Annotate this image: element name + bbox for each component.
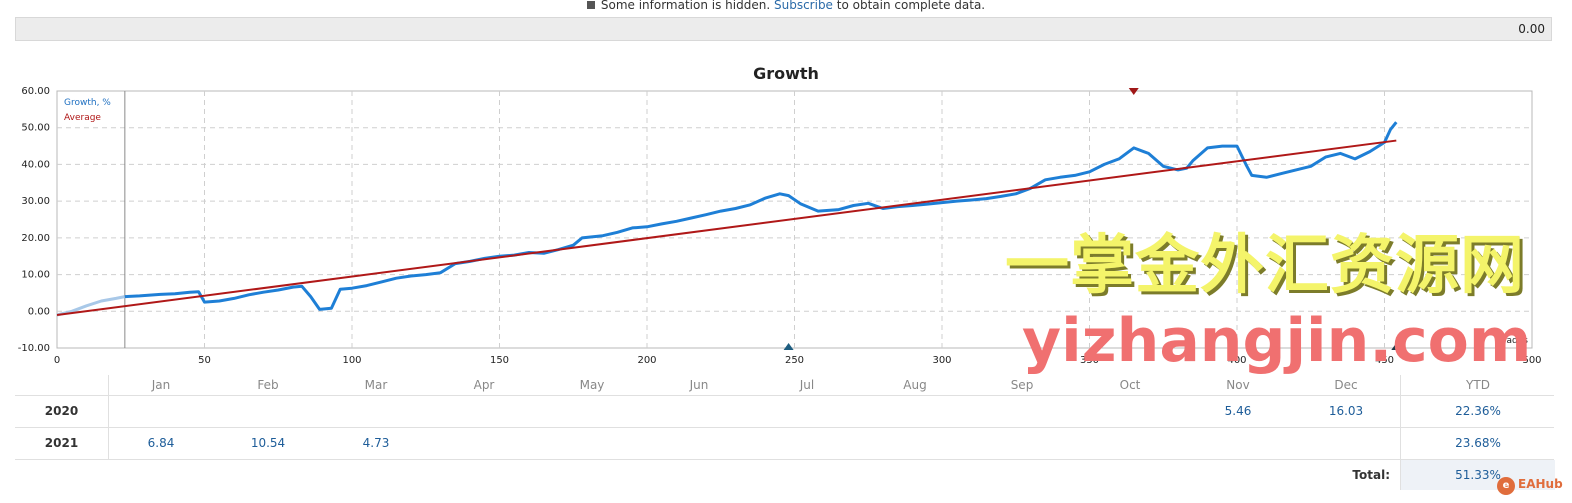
table-header-row: Jan Feb Mar Apr May Jun Jul Aug Sep Oct Nov Dec YTD <box>15 375 1555 396</box>
growth-chart: 60.00 50.00 40.00 30.00 20.00 10.00 0.00 -10.00… <box>18 86 1542 366</box>
legend-growth-label: Growth, % <box>64 98 111 108</box>
month-value-cell[interactable]: 16.03 <box>1328 404 1364 418</box>
hidden-info-suffix: to obtain complete data. <box>836 0 986 12</box>
watermark-url: yizhangjin.com <box>1022 306 1532 376</box>
month-header-cell: Feb <box>257 378 279 392</box>
chart-title: Growth <box>753 64 819 83</box>
month-header-cell: Dec <box>1334 378 1358 392</box>
x-tick-label: 50 <box>198 355 211 366</box>
x-tick-label: 100 <box>342 355 361 366</box>
y-tick-label: 60.00 <box>21 86 50 97</box>
x-tick-label: 200 <box>637 355 656 366</box>
x-tick-label: 450 <box>1375 355 1394 366</box>
month-header-cell: Jan <box>151 378 171 392</box>
y-tick-label: 40.00 <box>21 159 50 170</box>
y-tick-label: 20.00 <box>21 233 50 244</box>
x-tick-label: 500 <box>1522 355 1541 366</box>
deal-marker <box>783 343 794 350</box>
x-tick-label: 400 <box>1227 355 1246 366</box>
month-header-cell: Apr <box>473 378 495 392</box>
table-row: 2021 6.84 10.54 4.73 23.68% <box>15 428 1555 460</box>
subscribe-link[interactable]: Subscribe <box>773 0 833 12</box>
performance-table: Jan Feb Mar Apr May Jun Jul Aug Sep Oct Nov Dec YTD … <box>15 375 1555 490</box>
y-tick-label: 0.00 <box>28 306 50 317</box>
x-tick-label: 150 <box>490 355 509 366</box>
total-row: Total: 51.33% <box>15 460 1555 490</box>
month-header-cell: Aug <box>903 378 927 392</box>
watermark-cn: 一掌金外汇资源网 <box>1005 229 1525 303</box>
table-row: 2020 5.46 16.03 22.36% <box>15 396 1555 428</box>
y-tick-label: 30.00 <box>21 196 50 207</box>
month-header-cell: Mar <box>364 378 388 392</box>
growth-series-hidden-line <box>56 295 126 317</box>
average-series-line <box>56 139 1397 316</box>
deal-marker <box>1128 88 1139 95</box>
x-tick-label: 0 <box>54 355 60 366</box>
deal-marker <box>1391 343 1402 350</box>
month-header-cell: Jul <box>799 378 815 392</box>
month-header-cell: May <box>579 378 605 392</box>
eahub-label: EAHub <box>1518 477 1563 491</box>
growth-series-line <box>124 121 1398 311</box>
eahub-badge: e EAHub <box>1497 477 1563 495</box>
month-header-cell: Jun <box>689 378 709 392</box>
y-tick-label: -10.00 <box>18 343 50 354</box>
month-header-cell: Nov <box>1226 378 1250 392</box>
ytd-value-cell: 23.68% <box>1400 428 1555 459</box>
month-header-cell: Sep <box>1010 378 1034 392</box>
x-tick-label: 350 <box>1080 355 1099 366</box>
month-value-cell[interactable]: 4.73 <box>362 436 390 450</box>
ytd-value-cell: 22.36% <box>1400 396 1555 427</box>
hidden-info-notice: Some information is hidden. Subscribe to… <box>0 0 1572 14</box>
month-header-cell: Oct <box>1119 378 1141 392</box>
year-cell: 2021 <box>15 428 109 459</box>
year-cell: 2020 <box>15 396 109 427</box>
eahub-logo-icon: e <box>1497 477 1515 495</box>
total-label: Total: <box>1352 468 1390 482</box>
year-header-cell <box>15 375 109 395</box>
month-value-cell[interactable]: 5.46 <box>1224 404 1252 418</box>
month-value-cell[interactable]: 10.54 <box>250 436 286 450</box>
lock-icon <box>586 1 595 9</box>
hidden-info-text: Some information is hidden. <box>600 0 771 12</box>
x-tick-label: 300 <box>932 355 951 366</box>
legend-average-label: Average <box>64 113 101 123</box>
y-tick-label: 50.00 <box>21 123 50 134</box>
y-tick-label: 10.00 <box>21 270 50 281</box>
summary-value: 0.00 <box>1518 22 1545 36</box>
ytd-header-cell: YTD <box>1400 375 1555 395</box>
month-value-cell[interactable]: 6.84 <box>147 436 175 450</box>
x-axis-label: Trades <box>1498 336 1529 346</box>
x-tick-label: 250 <box>785 355 804 366</box>
summary-bar: 0.00 <box>15 17 1552 41</box>
total-value: 51.33% <box>1400 460 1555 490</box>
